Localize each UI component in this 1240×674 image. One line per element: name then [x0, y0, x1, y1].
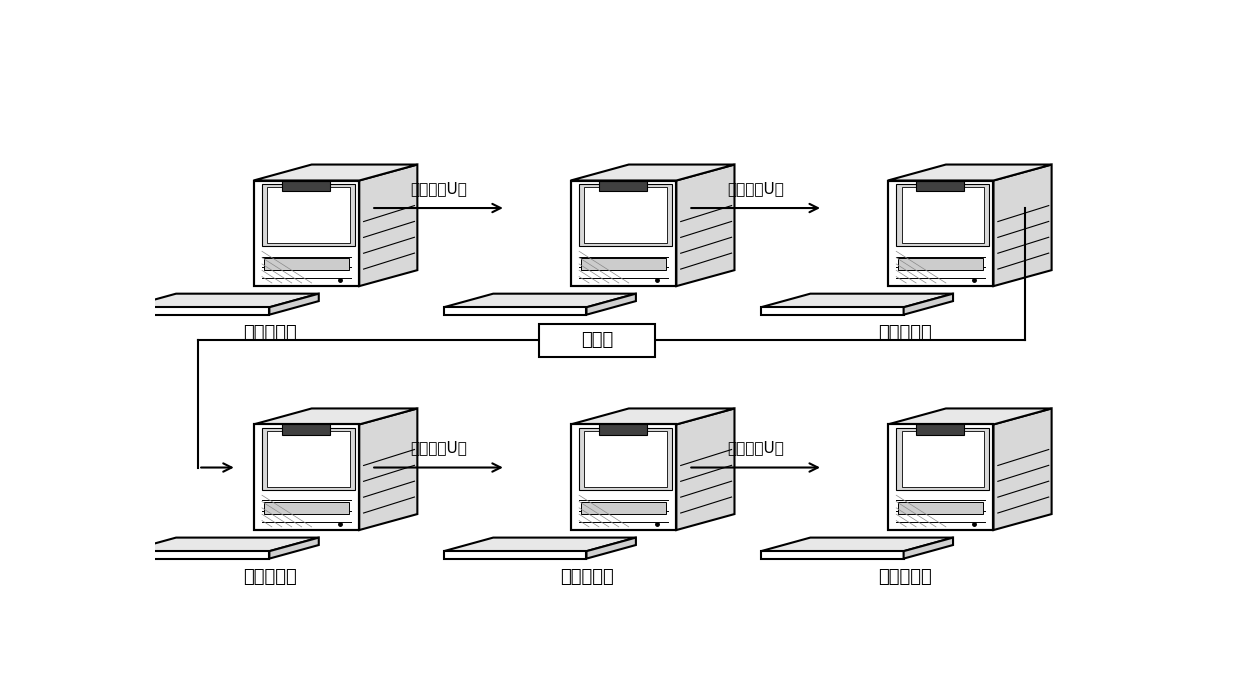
Polygon shape — [570, 164, 734, 181]
Polygon shape — [904, 538, 954, 559]
FancyBboxPatch shape — [539, 324, 655, 357]
Polygon shape — [253, 425, 360, 530]
Polygon shape — [253, 408, 418, 425]
Polygon shape — [599, 425, 647, 435]
Polygon shape — [269, 538, 319, 559]
Text: 接收保密机: 接收保密机 — [878, 568, 931, 586]
Polygon shape — [360, 164, 418, 286]
Polygon shape — [761, 538, 954, 551]
Text: 接收非密机: 接收非密机 — [243, 568, 298, 586]
Polygon shape — [281, 425, 330, 435]
Text: 发送非密机: 发送非密机 — [878, 324, 931, 342]
Polygon shape — [253, 164, 418, 181]
Polygon shape — [897, 428, 990, 490]
Polygon shape — [676, 408, 734, 530]
Polygon shape — [761, 551, 904, 559]
Polygon shape — [444, 538, 636, 551]
Polygon shape — [269, 294, 319, 315]
Text: 接收保密U盘: 接收保密U盘 — [727, 441, 784, 456]
Polygon shape — [888, 425, 993, 530]
Polygon shape — [898, 501, 983, 514]
Polygon shape — [262, 428, 355, 490]
Polygon shape — [444, 307, 587, 315]
Polygon shape — [599, 181, 647, 191]
Polygon shape — [582, 257, 666, 270]
Polygon shape — [268, 187, 350, 243]
Polygon shape — [993, 408, 1052, 530]
Polygon shape — [916, 425, 963, 435]
Polygon shape — [584, 431, 667, 487]
Polygon shape — [587, 538, 636, 559]
Text: 互联网: 互联网 — [580, 332, 614, 349]
Polygon shape — [897, 184, 990, 246]
Polygon shape — [579, 428, 672, 490]
Text: 发送中间机: 发送中间机 — [560, 324, 614, 342]
Polygon shape — [126, 307, 269, 315]
Polygon shape — [570, 181, 676, 286]
Text: 发送保密机: 发送保密机 — [243, 324, 298, 342]
Polygon shape — [582, 501, 666, 514]
Polygon shape — [888, 181, 993, 286]
Polygon shape — [281, 181, 330, 191]
Polygon shape — [264, 501, 348, 514]
Polygon shape — [264, 257, 348, 270]
Polygon shape — [761, 294, 954, 307]
Text: 发送保密U盘: 发送保密U盘 — [410, 181, 467, 196]
Polygon shape — [676, 164, 734, 286]
Polygon shape — [904, 294, 954, 315]
Polygon shape — [587, 294, 636, 315]
Polygon shape — [584, 187, 667, 243]
Polygon shape — [253, 181, 360, 286]
Polygon shape — [888, 408, 1052, 425]
Polygon shape — [570, 408, 734, 425]
Polygon shape — [126, 538, 319, 551]
Polygon shape — [916, 181, 963, 191]
Polygon shape — [444, 294, 636, 307]
Polygon shape — [901, 187, 985, 243]
Polygon shape — [888, 164, 1052, 181]
Polygon shape — [579, 184, 672, 246]
Polygon shape — [570, 425, 676, 530]
Polygon shape — [993, 164, 1052, 286]
Polygon shape — [360, 408, 418, 530]
Text: 发送非密U盘: 发送非密U盘 — [727, 181, 784, 196]
Text: 接收中间机: 接收中间机 — [560, 568, 614, 586]
Polygon shape — [901, 431, 985, 487]
Polygon shape — [761, 307, 904, 315]
Polygon shape — [126, 294, 319, 307]
Polygon shape — [444, 551, 587, 559]
Polygon shape — [126, 551, 269, 559]
Polygon shape — [898, 257, 983, 270]
Polygon shape — [262, 184, 355, 246]
Polygon shape — [268, 431, 350, 487]
Text: 接收非密U盘: 接收非密U盘 — [410, 441, 467, 456]
